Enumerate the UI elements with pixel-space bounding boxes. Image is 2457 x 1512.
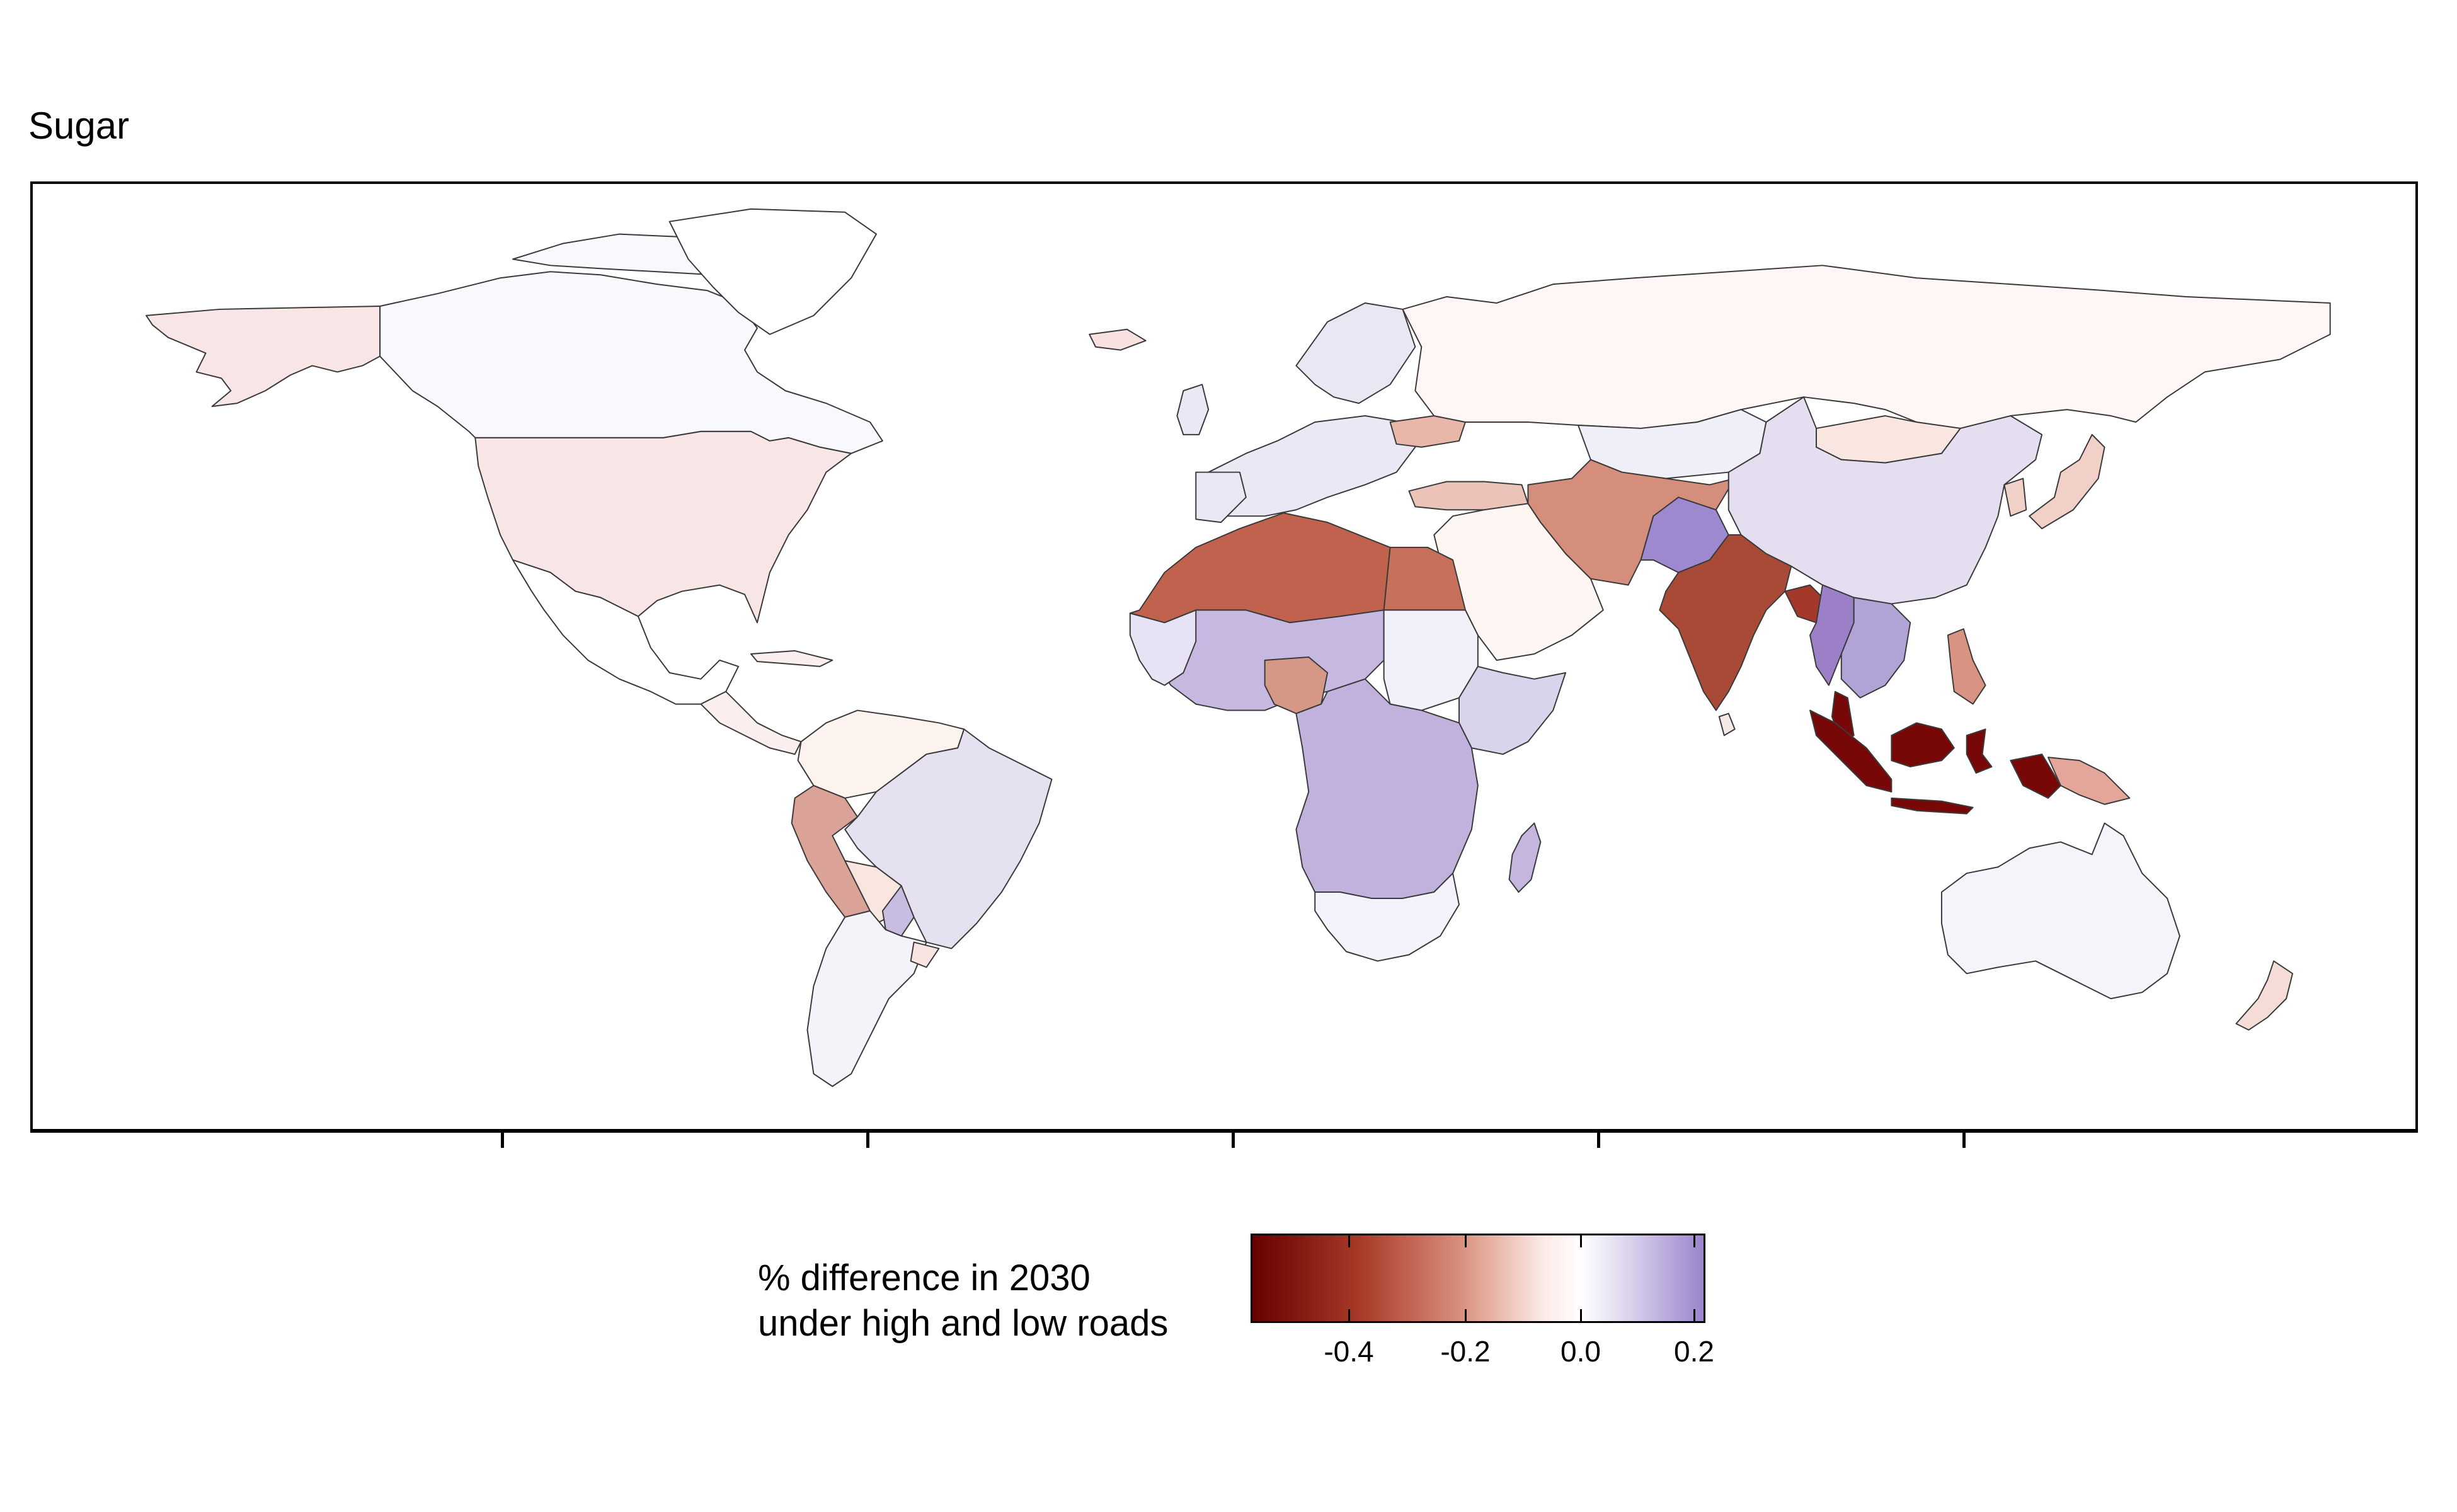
region-alaska xyxy=(146,305,381,408)
region-central-america xyxy=(700,690,802,755)
legend-tick-mark xyxy=(1693,1234,1695,1323)
x-axis-tick xyxy=(501,1131,504,1148)
region-java xyxy=(1891,797,1974,815)
region-australia xyxy=(1940,822,2180,1000)
legend-tick-mark xyxy=(1348,1234,1350,1323)
region-southern-africa xyxy=(1314,873,1460,962)
x-axis-tick xyxy=(866,1131,869,1148)
region-iceland xyxy=(1089,328,1147,351)
legend-tick-mark xyxy=(1580,1234,1582,1323)
region-new-zealand xyxy=(2235,960,2293,1031)
region-china xyxy=(1727,396,2043,605)
region-egypt xyxy=(1383,546,1466,611)
region-usa xyxy=(474,430,852,624)
region-sri-lanka xyxy=(1718,713,1736,736)
region-mexico xyxy=(512,559,740,705)
region-argentina-chile xyxy=(806,910,927,1087)
legend-tick-label: 0.0 xyxy=(1561,1335,1601,1368)
legend-title-line2: under high and low roads xyxy=(758,1303,1169,1344)
legend-tick-label: 0.2 xyxy=(1674,1335,1714,1368)
region-scandinavia xyxy=(1295,302,1416,404)
region-iberia xyxy=(1195,471,1247,524)
legend-title-line1: % difference in 2030 xyxy=(758,1257,1091,1298)
region-india xyxy=(1659,534,1792,711)
legend-tick-label: -0.4 xyxy=(1324,1335,1374,1368)
x-axis-tick xyxy=(1232,1131,1235,1148)
region-caribbean xyxy=(750,650,833,667)
region-ukraine xyxy=(1389,415,1466,448)
x-axis-tick xyxy=(1962,1131,1966,1148)
region-korea xyxy=(2003,478,2027,517)
region-western-europe xyxy=(1201,415,1416,517)
region-sulawesi xyxy=(1966,728,1993,774)
x-axis-tick xyxy=(1597,1131,1600,1148)
region-central-africa xyxy=(1295,678,1479,899)
region-paraguay xyxy=(881,885,915,937)
legend-tick-label: -0.2 xyxy=(1440,1335,1491,1368)
region-japan xyxy=(2029,433,2105,530)
region-sumatra xyxy=(1809,709,1893,793)
region-peru xyxy=(791,784,871,918)
map-panel xyxy=(30,181,2418,1133)
region-uruguay xyxy=(910,941,940,968)
region-british-isles xyxy=(1176,384,1210,435)
x-axis-line xyxy=(30,1129,2418,1131)
region-north-africa xyxy=(1129,512,1391,624)
region-west-papua xyxy=(2010,753,2061,799)
legend-title: % difference in 2030 under high and low … xyxy=(758,1256,1168,1346)
chart-title: Sugar xyxy=(28,105,130,147)
region-canada xyxy=(379,271,883,454)
region-png xyxy=(2048,757,2131,805)
world-map xyxy=(146,208,2331,1087)
region-sahel-west xyxy=(1129,609,1197,686)
region-greenland xyxy=(668,208,877,335)
region-russia xyxy=(1402,265,2331,429)
region-ethiopia-somalia xyxy=(1458,665,1567,755)
legend-colorbar xyxy=(1251,1234,1705,1323)
region-brazil xyxy=(844,728,1053,949)
region-madagascar xyxy=(1508,822,1542,893)
region-borneo xyxy=(1891,722,1955,768)
region-indochina xyxy=(1840,597,1911,699)
legend-tick-mark xyxy=(1465,1234,1467,1323)
region-philippines xyxy=(1947,628,1986,705)
